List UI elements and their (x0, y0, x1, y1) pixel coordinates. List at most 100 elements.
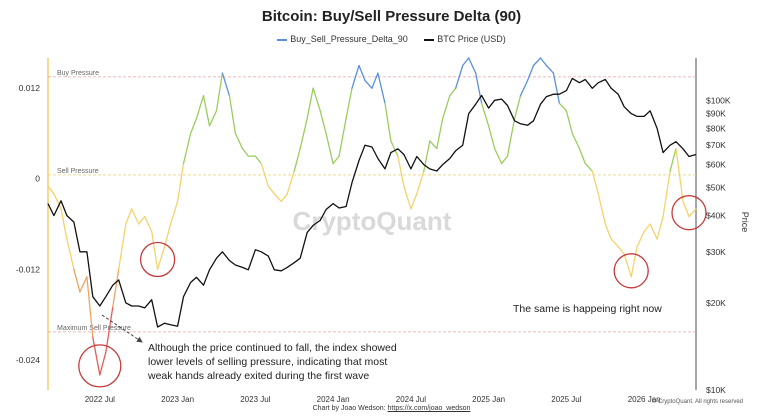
delta-segment (669, 147, 677, 172)
y-right-tick-label: $90K (706, 109, 726, 119)
delta-segment (526, 64, 535, 82)
delta-segment (267, 185, 275, 195)
delta-segment (215, 72, 224, 112)
chart-credit: Chart by Joao Wedson: https://x.com/joao… (0, 405, 783, 412)
delta-segment (280, 193, 288, 203)
y-right-tick-label: $20K (706, 298, 726, 308)
y-right-tick-label: $100K (706, 95, 731, 105)
delta-segment (558, 102, 568, 112)
delta-segment (604, 223, 612, 240)
legend-swatch-price (424, 38, 435, 41)
delta-segment (260, 162, 269, 187)
delta-segment (539, 57, 548, 67)
highlight-circle (613, 253, 649, 289)
delta-segment (60, 208, 68, 240)
highlight-circle (78, 344, 122, 388)
y-right-tick-label: $30K (706, 247, 726, 257)
delta-segment (552, 72, 561, 104)
y-right-tick-label: $70K (706, 140, 726, 150)
delta-segment (112, 268, 120, 308)
legend-item-price[interactable]: BTC Price (USD) (424, 34, 506, 44)
delta-segment (390, 140, 399, 157)
annotation-line-2: weak hands already exited during the fir… (147, 370, 369, 382)
legend-label-price: BTC Price (USD) (437, 34, 506, 44)
delta-segment (688, 208, 697, 218)
delta-segment (319, 110, 327, 135)
delta-segment (656, 215, 664, 240)
y-left-tick-label: 0.012 (19, 83, 41, 93)
delta-segment (462, 57, 470, 67)
delta-segment (195, 95, 205, 120)
price-line (47, 77, 697, 328)
delta-segment (105, 306, 114, 353)
delta-segment (623, 253, 632, 278)
credit-prefix: Chart by Joao Wedson: (312, 405, 388, 412)
delta-segment (397, 155, 405, 187)
copyright-notice: © CryptoQuant. All rights reserved (651, 399, 743, 405)
y-right-tick-label: $80K (706, 123, 726, 133)
delta-segment (532, 57, 542, 67)
delta-segment (273, 193, 282, 203)
delta-segment (202, 95, 211, 127)
delta-segment (312, 87, 321, 112)
delta-segment (151, 230, 159, 270)
delta-segment (571, 132, 581, 150)
delta-segment (293, 147, 301, 172)
x-tick-label: 2023 Jan (161, 395, 194, 404)
delta-segment (513, 95, 522, 120)
highlight-circle (139, 241, 176, 278)
credit-link[interactable]: https://x.com/joao_wedson (387, 405, 471, 412)
y-right-tick-label: $60K (706, 160, 726, 170)
legend-swatch-delta (277, 38, 288, 41)
delta-segment (208, 110, 218, 127)
delta-segment (519, 79, 529, 97)
delta-segment (156, 245, 166, 270)
delta-segment (144, 215, 153, 233)
legend-label-delta: Buy_Sell_Pressure_Delta_90 (290, 34, 408, 44)
delta-segment (92, 336, 101, 376)
annotation-line-1: lower levels of selling pressure, indica… (148, 356, 387, 368)
delta-segment (423, 140, 431, 172)
delta-segment (410, 193, 418, 210)
legend-item-delta[interactable]: Buy_Sell_Pressure_Delta_90 (277, 34, 408, 44)
highlight-circle (671, 195, 707, 231)
delta-segment (332, 155, 340, 165)
y-left-tick-label: 0 (35, 174, 40, 184)
delta-segment (403, 185, 412, 210)
delta-segment (416, 170, 425, 195)
delta-segment (597, 193, 606, 225)
x-tick-label: 2024 Jan (317, 395, 350, 404)
delta-segment (442, 95, 451, 120)
annotation-line-0: Although the price continued to fall, th… (148, 342, 397, 354)
delta-segment (66, 238, 75, 270)
delta-segment (338, 117, 347, 157)
delta-segment (610, 238, 619, 248)
delta-segment (47, 185, 55, 195)
delta-segment (682, 200, 690, 218)
x-tick-label: 2025 Jul (551, 395, 581, 404)
delta-segment (449, 87, 457, 97)
delta-segment (617, 245, 625, 255)
y-right-tick-label: $40K (706, 211, 726, 221)
x-tick-label: 2026 Jan (628, 395, 661, 404)
y-right-tick-label: $50K (706, 183, 726, 193)
annotation-right: The same is happeing right now (513, 303, 662, 315)
delta-segment (591, 170, 599, 195)
delta-segment (480, 102, 490, 127)
delta-segment (371, 72, 379, 89)
delta-segment (176, 162, 185, 203)
annotation-arrow (101, 314, 143, 343)
delta-segment (455, 64, 464, 89)
delta-segment (436, 117, 444, 150)
delta-segment (662, 170, 671, 218)
delta-segment (377, 72, 386, 104)
delta-segment (169, 200, 179, 225)
delta-segment (118, 223, 127, 270)
delta-segment (241, 147, 249, 157)
x-tick-label: 2024 Jul (396, 395, 426, 404)
delta-segment (358, 64, 366, 82)
delta-segment (254, 155, 262, 165)
watermark-text: CryptoQuant (293, 206, 452, 236)
threshold-label-2: Maximum Sell Pressure (57, 325, 131, 332)
